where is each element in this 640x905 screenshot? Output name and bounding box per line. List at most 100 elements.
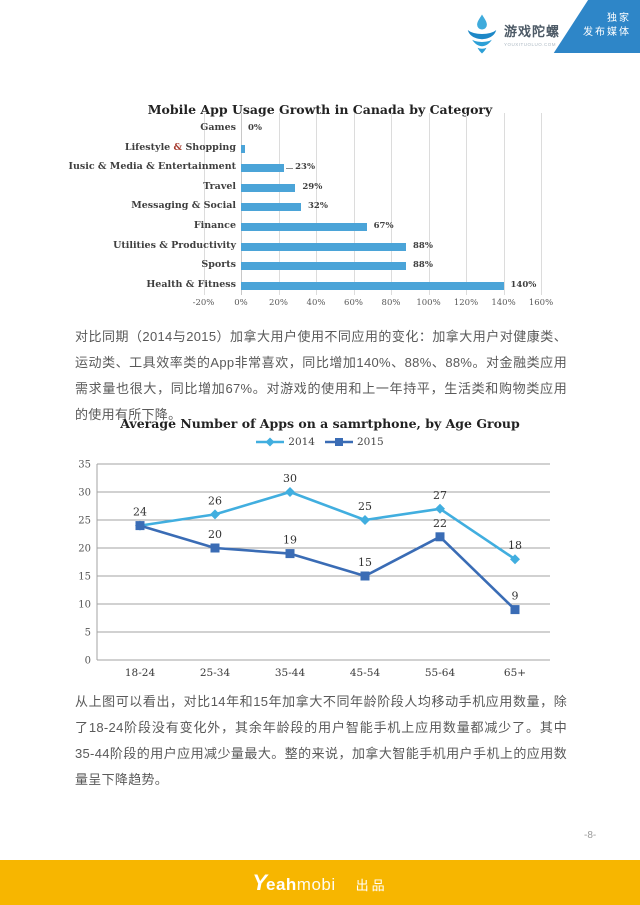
bar-category-label: Travel <box>203 180 236 192</box>
diamond-marker <box>210 509 220 520</box>
point-label: 20 <box>208 528 222 541</box>
bar-gridline <box>353 113 355 295</box>
square-legend-marker <box>325 438 353 446</box>
analysis-paragraph-1: 对比同期（2014与2015）加拿大用户使用不同应用的变化：加拿大用户对健康类、… <box>75 329 567 422</box>
bar-category-label: Messaging & Social <box>131 200 236 212</box>
x-axis-tick-label: 40% <box>306 298 326 308</box>
point-label: 19 <box>283 534 297 547</box>
point-label: 26 <box>208 494 222 507</box>
square-marker <box>360 571 370 581</box>
x-axis-tick-label: 55-64 <box>425 667 456 679</box>
bar-gridline <box>391 113 392 295</box>
point-label: 22 <box>433 517 447 530</box>
x-axis-tick-label: 25-34 <box>200 667 231 679</box>
bar-gridline <box>316 113 317 295</box>
x-axis-tick-label: 160% <box>528 298 554 308</box>
bar <box>241 164 285 173</box>
x-axis-tick-label: -20% <box>192 298 215 308</box>
y-axis-tick-label: 30 <box>78 488 91 499</box>
bar <box>241 281 504 290</box>
legend-item-2015: 2015 <box>325 436 384 448</box>
x-axis-tick-label: 45-54 <box>350 667 381 679</box>
x-axis-tick-label: 140% <box>491 298 516 308</box>
bar <box>241 203 301 212</box>
diamond-legend-marker <box>256 437 285 447</box>
bar-value-label: 88% <box>413 240 433 251</box>
badge-line2: 发布媒体 <box>583 27 631 38</box>
line-chart-title: Average Number of Apps on a samrtphone, … <box>120 416 520 432</box>
point-label: 15 <box>358 556 372 569</box>
bar-value-label: 140% <box>510 279 537 290</box>
bar-value-label: 88% <box>413 260 433 271</box>
point-label: 25 <box>358 500 372 513</box>
series-line-2015 <box>139 524 516 611</box>
brand-suffix: 出品 <box>355 877 388 893</box>
square-marker <box>435 532 445 542</box>
bar <box>241 144 245 153</box>
legend-label: 2014 <box>288 436 315 448</box>
bar-chart: Games 0% Lifestyle & Shopping Iusic & Media… <box>0 0 640 330</box>
spinning-top-icon <box>467 14 497 54</box>
x-axis-tick-label: 65+ <box>504 667 526 679</box>
bar-category-label: Utilities & Productivity <box>113 239 236 251</box>
diamond-marker <box>510 554 520 565</box>
bar <box>241 262 406 271</box>
bar-gridline <box>428 113 430 295</box>
x-axis-tick-label: 100% <box>416 298 441 308</box>
brand-bold-text: eah <box>266 874 297 894</box>
x-axis-tick-label: 20% <box>269 298 288 308</box>
x-axis-tick-label: 60% <box>344 298 363 308</box>
badge-line1: 独家 <box>607 13 631 24</box>
y-axis-tick-label: 15 <box>78 572 91 583</box>
y-axis-tick-label: 0 <box>85 656 91 667</box>
legend-item-2014: 2014 <box>256 436 315 448</box>
square-marker <box>510 605 520 615</box>
bar-value-label: 67% <box>373 221 394 231</box>
line-chart: Average Number of Apps on a samrtphone, … <box>0 406 640 696</box>
square-marker <box>210 543 220 553</box>
bar <box>241 242 406 251</box>
bar-category-label: Games <box>200 122 236 133</box>
diamond-marker <box>360 515 370 525</box>
bar-value-label: 29% <box>302 181 323 192</box>
x-axis-tick-label: 120% <box>453 298 479 308</box>
diamond-marker <box>435 503 445 514</box>
y-axis-tick-label: 5 <box>85 628 91 639</box>
bar-gridline <box>503 113 505 295</box>
square-marker <box>285 549 295 559</box>
x-axis-tick-label: 35-44 <box>275 667 306 679</box>
bar <box>241 223 367 231</box>
bar-category-label: Sports <box>201 259 236 271</box>
label-leader-line <box>286 168 294 170</box>
y-axis-tick-label: 20 <box>78 544 91 555</box>
point-label: 30 <box>283 472 297 485</box>
bar-gridline <box>203 113 205 295</box>
bar-category-label: Lifestyle & Shopping <box>124 141 236 153</box>
y-axis-tick-label: 10 <box>78 600 91 611</box>
point-label: 9 <box>512 590 519 603</box>
x-axis-tick-label: 80% <box>381 298 401 308</box>
line-chart-plot: 0 5 10 15 20 25 30 35 18-24 25-34 35-44 45-54 55-64 6… <box>78 460 550 679</box>
bar-category-label: Iusic & Media & Entertainment <box>68 161 236 173</box>
point-label: 18 <box>508 539 522 552</box>
page-number: -8- <box>584 830 597 841</box>
bar-category-label: Finance <box>193 220 236 231</box>
square-marker <box>135 521 145 531</box>
point-label: 24 <box>133 506 147 519</box>
bar-value-label: 32% <box>308 201 328 212</box>
brand-y-glyph: Y <box>252 869 267 895</box>
bar-value-label: 0% <box>248 123 262 133</box>
bar-value-label: 23% <box>295 162 316 173</box>
point-label: 27 <box>433 489 447 502</box>
bar-category-label: Health & Fitness <box>146 278 236 290</box>
diamond-marker <box>285 487 295 497</box>
brand-light-text: mobi <box>296 874 336 894</box>
x-axis-tick-label: 18-24 <box>125 667 156 679</box>
bar-chart-title: Mobile App Usage Growth in Canada by Cat… <box>147 102 493 118</box>
series-line-2014 <box>139 490 516 561</box>
analysis-paragraph-2: 从上图可以看出，对比14年和15年加拿大不同年龄阶段人均移动手机应用数量，除了1… <box>75 694 567 787</box>
bar-gridline <box>541 113 542 295</box>
